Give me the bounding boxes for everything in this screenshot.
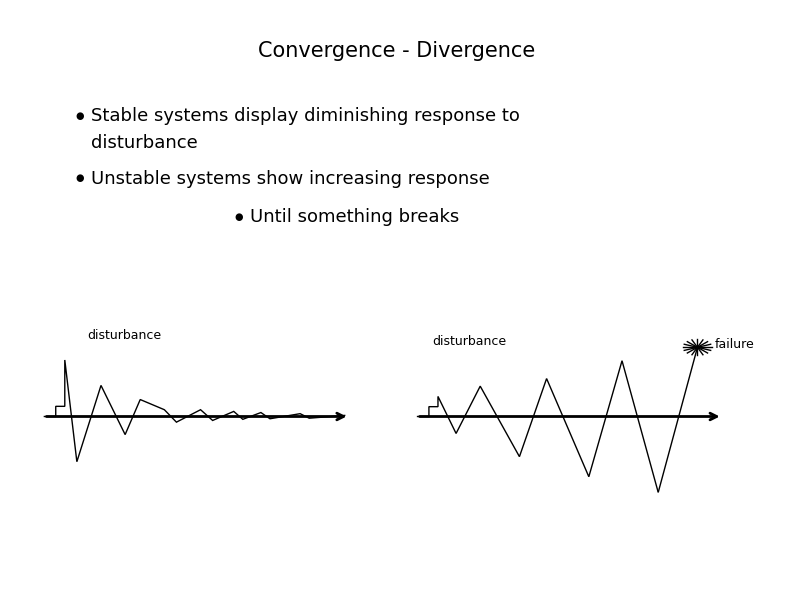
Text: failure: failure <box>715 338 754 351</box>
Text: ●: ● <box>75 111 84 121</box>
Text: Until something breaks: Until something breaks <box>250 208 460 226</box>
Text: Unstable systems show increasing response: Unstable systems show increasing respons… <box>91 170 490 187</box>
Text: Stable systems display diminishing response to: Stable systems display diminishing respo… <box>91 107 520 125</box>
Text: disturbance: disturbance <box>433 335 507 348</box>
Text: disturbance: disturbance <box>91 134 198 152</box>
Text: ●: ● <box>234 212 243 222</box>
Text: ●: ● <box>75 174 84 183</box>
Text: disturbance: disturbance <box>87 329 161 342</box>
Text: Convergence - Divergence: Convergence - Divergence <box>258 40 536 61</box>
